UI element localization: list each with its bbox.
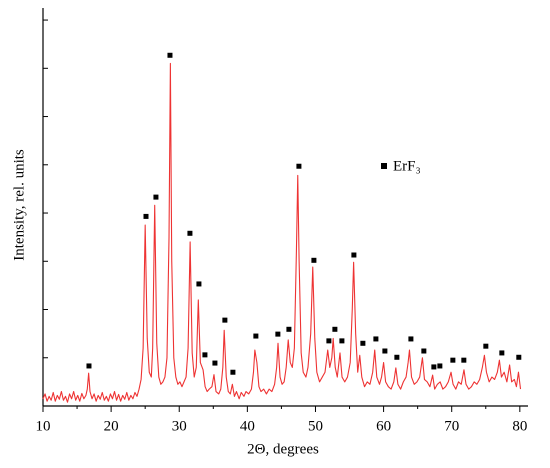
peak-marker [408, 336, 414, 342]
peak-marker [431, 364, 437, 370]
peak-marker [394, 354, 400, 360]
peak-marker [167, 52, 173, 58]
peak-marker [296, 163, 302, 169]
peak-marker [253, 333, 259, 339]
peak-marker [311, 257, 317, 263]
x-tick-label: 20 [104, 418, 119, 434]
peak-marker [373, 336, 379, 342]
peak-marker [450, 357, 456, 363]
peak-marker [230, 369, 236, 375]
x-tick-label: 30 [172, 418, 187, 434]
peak-marker [275, 331, 281, 337]
peak-marker [212, 360, 218, 366]
peak-marker [153, 194, 159, 200]
peak-marker [187, 230, 193, 236]
x-tick-label: 10 [36, 418, 51, 434]
peak-marker [286, 326, 292, 332]
peak-marker [483, 343, 489, 349]
peak-marker [499, 350, 505, 356]
x-tick-label: 70 [444, 418, 459, 434]
peak-marker [421, 348, 427, 354]
peak-marker [143, 213, 149, 219]
peak-marker [196, 281, 202, 287]
legend-marker [381, 163, 387, 169]
peak-marker [202, 352, 208, 358]
peak-marker [86, 363, 92, 369]
x-tick-label: 50 [308, 418, 323, 434]
x-tick-label: 40 [240, 418, 255, 434]
pattern-line [42, 62, 522, 403]
peak-marker [332, 326, 338, 332]
peak-marker [339, 338, 345, 344]
peak-marker [360, 340, 366, 346]
peak-marker [461, 357, 467, 363]
peak-marker [351, 252, 357, 258]
peak-marker [326, 338, 332, 344]
peak-marker [437, 363, 443, 369]
peak-marker [222, 317, 228, 323]
peak-marker [382, 348, 388, 354]
x-tick-label: 60 [376, 418, 391, 434]
peak-marker [516, 354, 522, 360]
legend-label: ErF₃ [393, 158, 421, 174]
x-axis-label: 2Θ, degrees [247, 441, 319, 457]
x-tick-label: 80 [512, 418, 527, 434]
y-axis-label: Intensity, rel. units [11, 149, 27, 261]
